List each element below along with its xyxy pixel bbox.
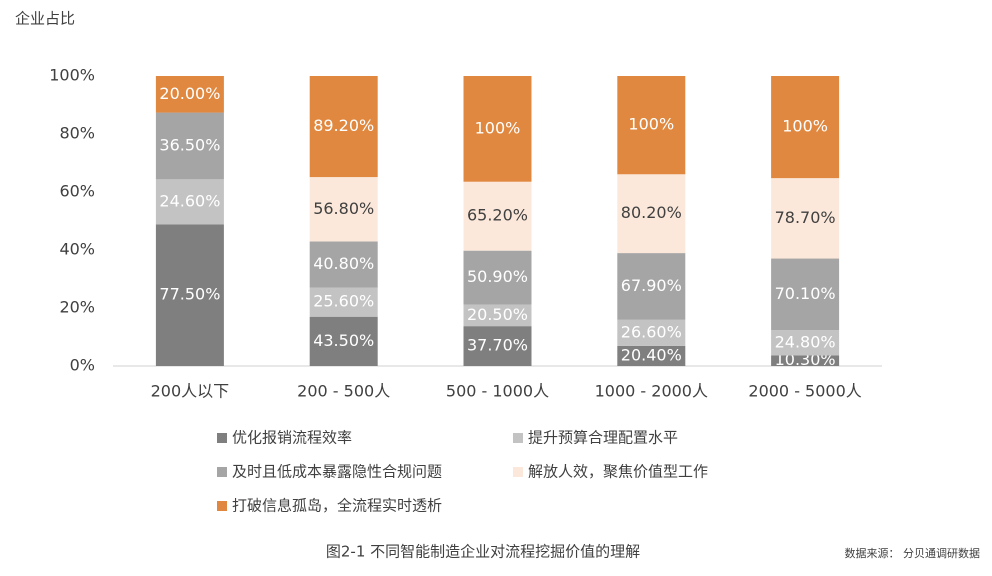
- bar-segment: [309, 287, 378, 317]
- value-label: 67.90%: [621, 276, 682, 295]
- bar-segment: [463, 76, 532, 182]
- value-label: 20.50%: [467, 305, 528, 324]
- legend-swatch: [513, 467, 523, 477]
- y-tick-label: 60%: [59, 182, 95, 201]
- value-label: 100%: [475, 118, 521, 137]
- bar-segment: [617, 76, 686, 175]
- bar-segment: [771, 178, 840, 259]
- bar-segment: [771, 355, 840, 366]
- bar-segment: [155, 224, 224, 366]
- bar-segment: [463, 181, 532, 251]
- x-tick-label: 200 - 500人: [297, 382, 390, 401]
- bar-segment: [155, 112, 224, 180]
- value-label: 25.60%: [313, 292, 374, 311]
- value-label: 56.80%: [313, 199, 374, 218]
- bar-segment: [617, 319, 686, 346]
- bar-segment: [617, 345, 686, 366]
- x-tick-label: 2000 - 5000人: [748, 382, 861, 401]
- bar-segment: [309, 316, 378, 366]
- bar-segment: [309, 177, 378, 242]
- bar-segment: [155, 179, 224, 225]
- bar-segment: [309, 76, 378, 178]
- bar-segment: [463, 326, 532, 366]
- bar-segment: [617, 253, 686, 320]
- value-label: 24.60%: [159, 191, 220, 210]
- y-tick-label: 0%: [70, 356, 95, 375]
- value-label: 80.20%: [621, 203, 682, 222]
- value-label: 70.10%: [775, 284, 836, 303]
- legend-label: 解放人效，聚焦价值型工作: [528, 463, 708, 481]
- value-label: 40.80%: [313, 254, 374, 273]
- value-label: 24.80%: [775, 332, 836, 351]
- value-label: 100%: [782, 117, 828, 136]
- value-label: 26.60%: [621, 322, 682, 341]
- legend-swatch: [513, 433, 523, 443]
- y-tick-label: 20%: [59, 298, 95, 317]
- legend-label: 提升预算合理配置水平: [528, 429, 678, 447]
- value-label: 43.50%: [313, 331, 374, 350]
- legend-label: 优化报销流程效率: [232, 429, 352, 447]
- y-tick-label: 100%: [49, 66, 95, 85]
- y-tick-label: 40%: [59, 240, 95, 259]
- bar-segment: [463, 304, 532, 327]
- bar-segment: [155, 76, 224, 113]
- caption: 图2-1 不同智能制造企业对流程挖掘价值的理解: [326, 543, 640, 561]
- legend-label: 及时且低成本暴露隐性合规问题: [232, 463, 442, 481]
- value-label: 20.00%: [159, 84, 220, 103]
- value-label: 36.50%: [159, 135, 220, 154]
- bar-segment: [771, 258, 840, 331]
- value-label: 89.20%: [313, 116, 374, 135]
- y-tick-label: 80%: [59, 124, 95, 143]
- x-tick-label: 200人以下: [151, 382, 230, 401]
- x-tick-label: 500 - 1000人: [446, 382, 549, 401]
- value-label: 78.70%: [775, 208, 836, 227]
- legend-label: 打破信息孤岛，全流程实时透析: [232, 497, 442, 515]
- bar-segment: [309, 241, 378, 288]
- legend-swatch: [217, 467, 227, 477]
- value-label: 77.50%: [159, 285, 220, 304]
- bar-segment: [617, 174, 686, 254]
- value-label: 100%: [628, 115, 674, 134]
- value-label: 37.70%: [467, 336, 528, 355]
- y-axis-label: 企业占比: [15, 10, 75, 28]
- x-tick-label: 1000 - 2000人: [595, 382, 708, 401]
- value-label: 65.20%: [467, 206, 528, 225]
- source: 数据来源： 分贝通调研数据: [845, 546, 981, 560]
- value-label: 20.40%: [621, 345, 682, 364]
- value-label: 50.90%: [467, 267, 528, 286]
- bar-segment: [771, 76, 840, 179]
- bar-segment: [771, 330, 840, 356]
- bar-segment: [463, 250, 532, 305]
- legend-swatch: [217, 433, 227, 443]
- legend-swatch: [217, 501, 227, 511]
